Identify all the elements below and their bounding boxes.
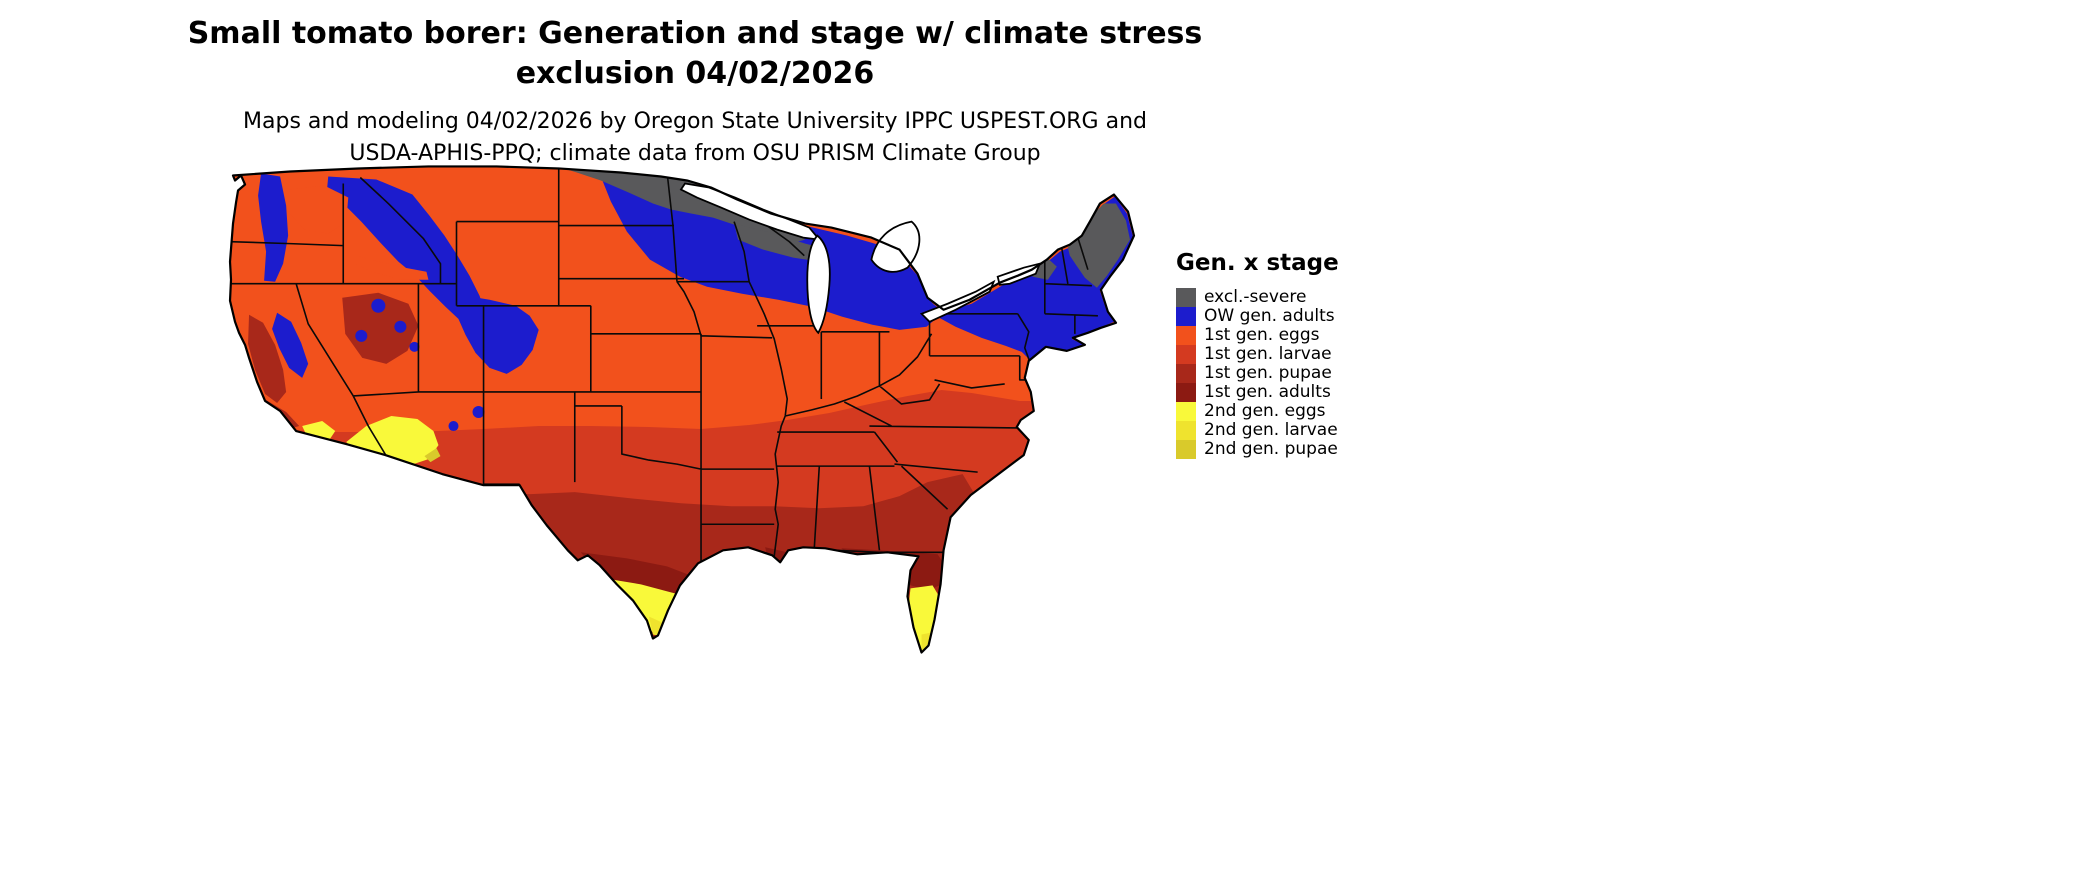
- legend-label: 2nd gen. larvae: [1204, 420, 1338, 440]
- header: Small tomato borer: Generation and stage…: [0, 14, 1390, 170]
- region-blue-basin-specks: [355, 298, 485, 432]
- legend-swatch: [1176, 345, 1196, 364]
- region-nevada-basin: [342, 292, 419, 364]
- legend-item: 1st gen. pupae: [1176, 364, 1339, 383]
- subtitle: Maps and modeling 04/02/2026 by Oregon S…: [0, 106, 1390, 170]
- region-snake-plain: [354, 255, 429, 280]
- page-title-line1: Small tomato borer: Generation and stage…: [187, 16, 1203, 51]
- legend-item: 2nd gen. eggs: [1176, 402, 1339, 421]
- region-central-valley: [248, 314, 287, 403]
- region-blue-sierra: [272, 312, 309, 378]
- legend-swatch: [1176, 326, 1196, 345]
- region-gray-north-central: [560, 167, 806, 244]
- subtitle-line1: Maps and modeling 04/02/2026 by Oregon S…: [243, 109, 1147, 134]
- region-2nd-pupae-texas-speck: [674, 600, 688, 617]
- legend-label: OW gen. adults: [1204, 306, 1335, 326]
- page-title-line2: exclusion 04/02/2026: [515, 56, 875, 91]
- map-regions: [230, 166, 1134, 653]
- legend-item: OW gen. adults: [1176, 307, 1339, 326]
- legend-item: 2nd gen. larvae: [1176, 421, 1339, 440]
- region-columbia-basin: [288, 185, 349, 234]
- legend-label: 1st gen. eggs: [1204, 325, 1320, 345]
- legend-item: 1st gen. adults: [1176, 383, 1339, 402]
- national-outline: [228, 165, 1136, 654]
- legend-item: excl.-severe: [1176, 288, 1339, 307]
- legend: Gen. x stage excl.-severe OW gen. adults…: [1176, 250, 1339, 459]
- legend-item: 1st gen. larvae: [1176, 345, 1339, 364]
- legend-swatch: [1176, 364, 1196, 383]
- legend-swatch: [1176, 440, 1196, 459]
- legend-swatch: [1176, 383, 1196, 402]
- us-map-svg: [228, 165, 1136, 654]
- legend-label: 1st gen. larvae: [1204, 344, 1332, 364]
- state-borders: [230, 168, 1098, 563]
- subtitle-line2: USDA-APHIS-PPQ; climate data from OSU PR…: [349, 141, 1041, 166]
- region-blue-colorado-rockies: [457, 294, 539, 374]
- region-blue-cascades: [258, 173, 289, 282]
- region-gray-wisconsin: [734, 223, 826, 262]
- legend-swatch: [1176, 307, 1196, 326]
- legend-swatch: [1176, 402, 1196, 421]
- legend-label: 1st gen. pupae: [1204, 363, 1332, 383]
- legend-title: Gen. x stage: [1176, 250, 1339, 276]
- legend-label: excl.-severe: [1204, 287, 1307, 307]
- legend-item: 1st gen. eggs: [1176, 326, 1339, 345]
- great-lakes: [679, 182, 1042, 335]
- legend-label: 1st gen. adults: [1204, 382, 1331, 402]
- legend-swatch: [1176, 288, 1196, 307]
- lake-michigan: [806, 234, 831, 335]
- us-map: [228, 163, 1140, 665]
- legend-swatch: [1176, 421, 1196, 440]
- legend-label: 2nd gen. eggs: [1204, 401, 1326, 421]
- region-2nd-larvae-florida-tip: [921, 632, 932, 651]
- legend-item: 2nd gen. pupae: [1176, 440, 1339, 459]
- legend-label: 2nd gen. pupae: [1204, 439, 1338, 459]
- region-blue-northeast: [927, 196, 1133, 360]
- region-gray-new-england: [1067, 203, 1130, 288]
- region-2nd-pupae-arizona-speck: [424, 448, 441, 463]
- region-blue-north-rockies: [327, 176, 486, 328]
